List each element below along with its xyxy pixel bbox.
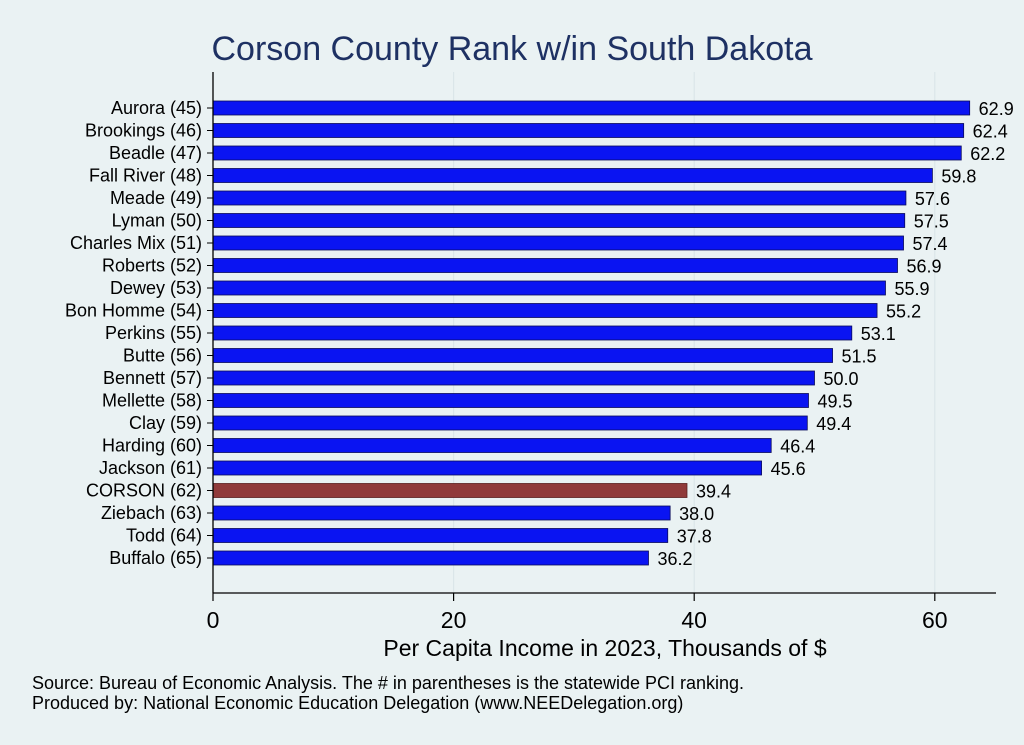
bar — [212, 505, 671, 521]
category-label: Harding (60) — [102, 436, 202, 456]
bar — [212, 460, 762, 476]
bar — [212, 190, 907, 206]
category-label: Ziebach (63) — [101, 503, 202, 523]
category-label: Jackson (61) — [99, 458, 202, 478]
bar — [212, 370, 815, 386]
category-label: Perkins (55) — [105, 323, 202, 343]
category-label: Dewey (53) — [110, 278, 202, 298]
value-label: 46.4 — [780, 437, 815, 457]
value-label: 49.4 — [816, 414, 851, 434]
x-tick-label: 40 — [681, 607, 707, 633]
category-label: Mellette (58) — [102, 391, 202, 411]
category-label: Roberts (52) — [102, 256, 202, 276]
bar — [212, 258, 898, 273]
value-label: 37.8 — [677, 527, 712, 547]
value-label: 59.8 — [941, 167, 976, 187]
category-label: CORSON (62) — [86, 481, 202, 501]
category-label: Beadle (47) — [109, 143, 202, 163]
bar — [212, 348, 833, 363]
bar — [212, 100, 971, 116]
x-tick-label: 0 — [207, 607, 220, 633]
value-label: 36.2 — [657, 549, 692, 569]
category-label: Bennett (57) — [103, 368, 202, 388]
bar — [212, 168, 933, 183]
value-label: 51.5 — [842, 347, 877, 367]
value-label: 39.4 — [696, 482, 731, 502]
value-label: 53.1 — [861, 324, 896, 344]
axes: Aurora (45) Brookings (46)Beadle (47) Fall… — [65, 72, 996, 633]
value-label: 57.6 — [915, 189, 950, 209]
value-label: 62.4 — [973, 122, 1008, 142]
bar — [212, 393, 809, 408]
x-axis-title: Per Capita Income in 2023, Thousands of … — [383, 635, 826, 661]
bar — [212, 303, 878, 318]
value-label: 62.2 — [970, 144, 1005, 164]
category-label: Brookings (46) — [85, 121, 202, 141]
bars: 62.9 62.462.2 59.857.6 57.557.4 56.955.9 55.2… — [212, 99, 1014, 569]
value-label: 57.5 — [914, 212, 949, 232]
bar — [212, 213, 906, 228]
value-label: 55.2 — [886, 302, 921, 322]
value-label: 62.9 — [979, 99, 1014, 119]
bar — [212, 483, 688, 498]
value-label: 49.5 — [817, 392, 852, 412]
x-tick-label: 20 — [441, 607, 467, 633]
value-label: 38.0 — [679, 504, 714, 524]
category-label: Fall River (48) — [89, 166, 202, 186]
category-label: Butte (56) — [123, 346, 202, 366]
bar — [212, 325, 853, 341]
bar — [212, 123, 965, 138]
category-label: Meade (49) — [110, 188, 202, 208]
producer-note: Produced by: National Economic Education… — [32, 693, 683, 713]
value-label: 50.0 — [824, 369, 859, 389]
value-label: 55.9 — [894, 279, 929, 299]
bar — [212, 415, 808, 431]
source-note: Source: Bureau of Economic Analysis. The… — [32, 673, 744, 693]
category-label: Todd (64) — [126, 526, 202, 546]
bar — [212, 235, 904, 251]
value-label: 56.9 — [907, 257, 942, 277]
bar — [212, 280, 886, 296]
category-label: Lyman (50) — [112, 211, 202, 231]
category-label: Buffalo (65) — [109, 548, 202, 568]
chart-title: Corson County Rank w/in South Dakota — [212, 30, 813, 68]
bar — [212, 438, 772, 453]
bar — [212, 528, 669, 543]
category-label: Aurora (45) — [111, 98, 202, 118]
bar — [212, 550, 649, 566]
bar — [212, 145, 962, 161]
x-tick-label: 60 — [922, 607, 948, 633]
value-label: 57.4 — [913, 234, 948, 254]
category-label: Bon Homme (54) — [65, 301, 202, 321]
category-label: Charles Mix (51) — [70, 233, 202, 253]
category-label: Clay (59) — [129, 413, 202, 433]
value-label: 45.6 — [771, 459, 806, 479]
